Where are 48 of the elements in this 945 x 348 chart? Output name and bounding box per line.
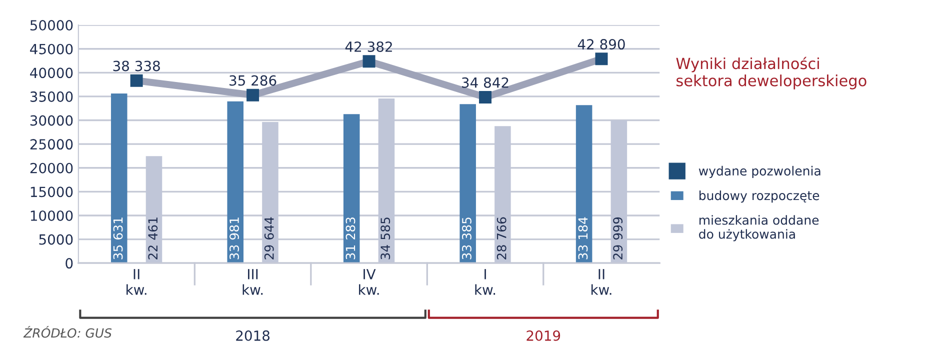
legend-label: mieszkania oddane do użytkowania [699, 215, 819, 242]
text: 42 382 [345, 41, 392, 52]
text: 33 385 [462, 218, 472, 260]
text: 34 585 [380, 218, 390, 260]
legend-label: budowy rozpoczęte [699, 190, 820, 203]
y-tick-label: 20000 [30, 162, 73, 174]
x-tick-label: I kw. [475, 269, 496, 295]
x-tick-label: IV kw. [359, 269, 379, 295]
y-tick-label: 50000 [30, 20, 73, 31]
text: 34 842 [462, 77, 508, 88]
y-tick-label: 45000 [30, 44, 73, 54]
text: 35 286 [230, 75, 276, 86]
text: 2019 [526, 330, 560, 341]
bar [343, 114, 360, 264]
bar [227, 101, 244, 264]
y-tick-label: 40000 [30, 68, 73, 78]
y-tick-label: 35000 [30, 91, 73, 102]
text: 42 890 [578, 39, 625, 50]
text: 2018 [236, 330, 270, 341]
x-tick-label: II kw. [591, 269, 612, 295]
point [595, 52, 608, 66]
point [479, 90, 492, 104]
x-tick-label: III kw. [242, 269, 263, 295]
y-tick-label: 30000 [30, 115, 73, 126]
point [130, 74, 143, 87]
y-tick-label: 5000 [39, 234, 73, 245]
text: 38 338 [113, 60, 160, 72]
y-tick-label: 25000 [30, 139, 73, 150]
text: 28 766 [496, 217, 506, 260]
text: 29 644 [264, 217, 274, 260]
y-tick-label: 15000 [30, 186, 73, 198]
y-tick-label: 10000 [30, 210, 73, 221]
text: ŹRÓDŁO: GUS [23, 326, 112, 338]
bar [576, 105, 592, 264]
text: 29 999 [613, 217, 623, 260]
bar [460, 104, 476, 264]
legend-label: wydane pozwolenia [698, 166, 820, 178]
text: 22 461 [148, 218, 158, 260]
point [246, 88, 260, 102]
text: 35 631 [113, 218, 123, 260]
point [362, 55, 376, 68]
text: 31 283 [346, 217, 356, 260]
text: 33 184 [578, 217, 588, 260]
bar [110, 93, 128, 264]
text: 33 981 [230, 218, 239, 260]
x-tick-label: II kw. [126, 269, 146, 295]
text: Wyniki działalności sektora deweloperskiego [676, 56, 866, 90]
y-tick-label: 0 [66, 258, 73, 269]
